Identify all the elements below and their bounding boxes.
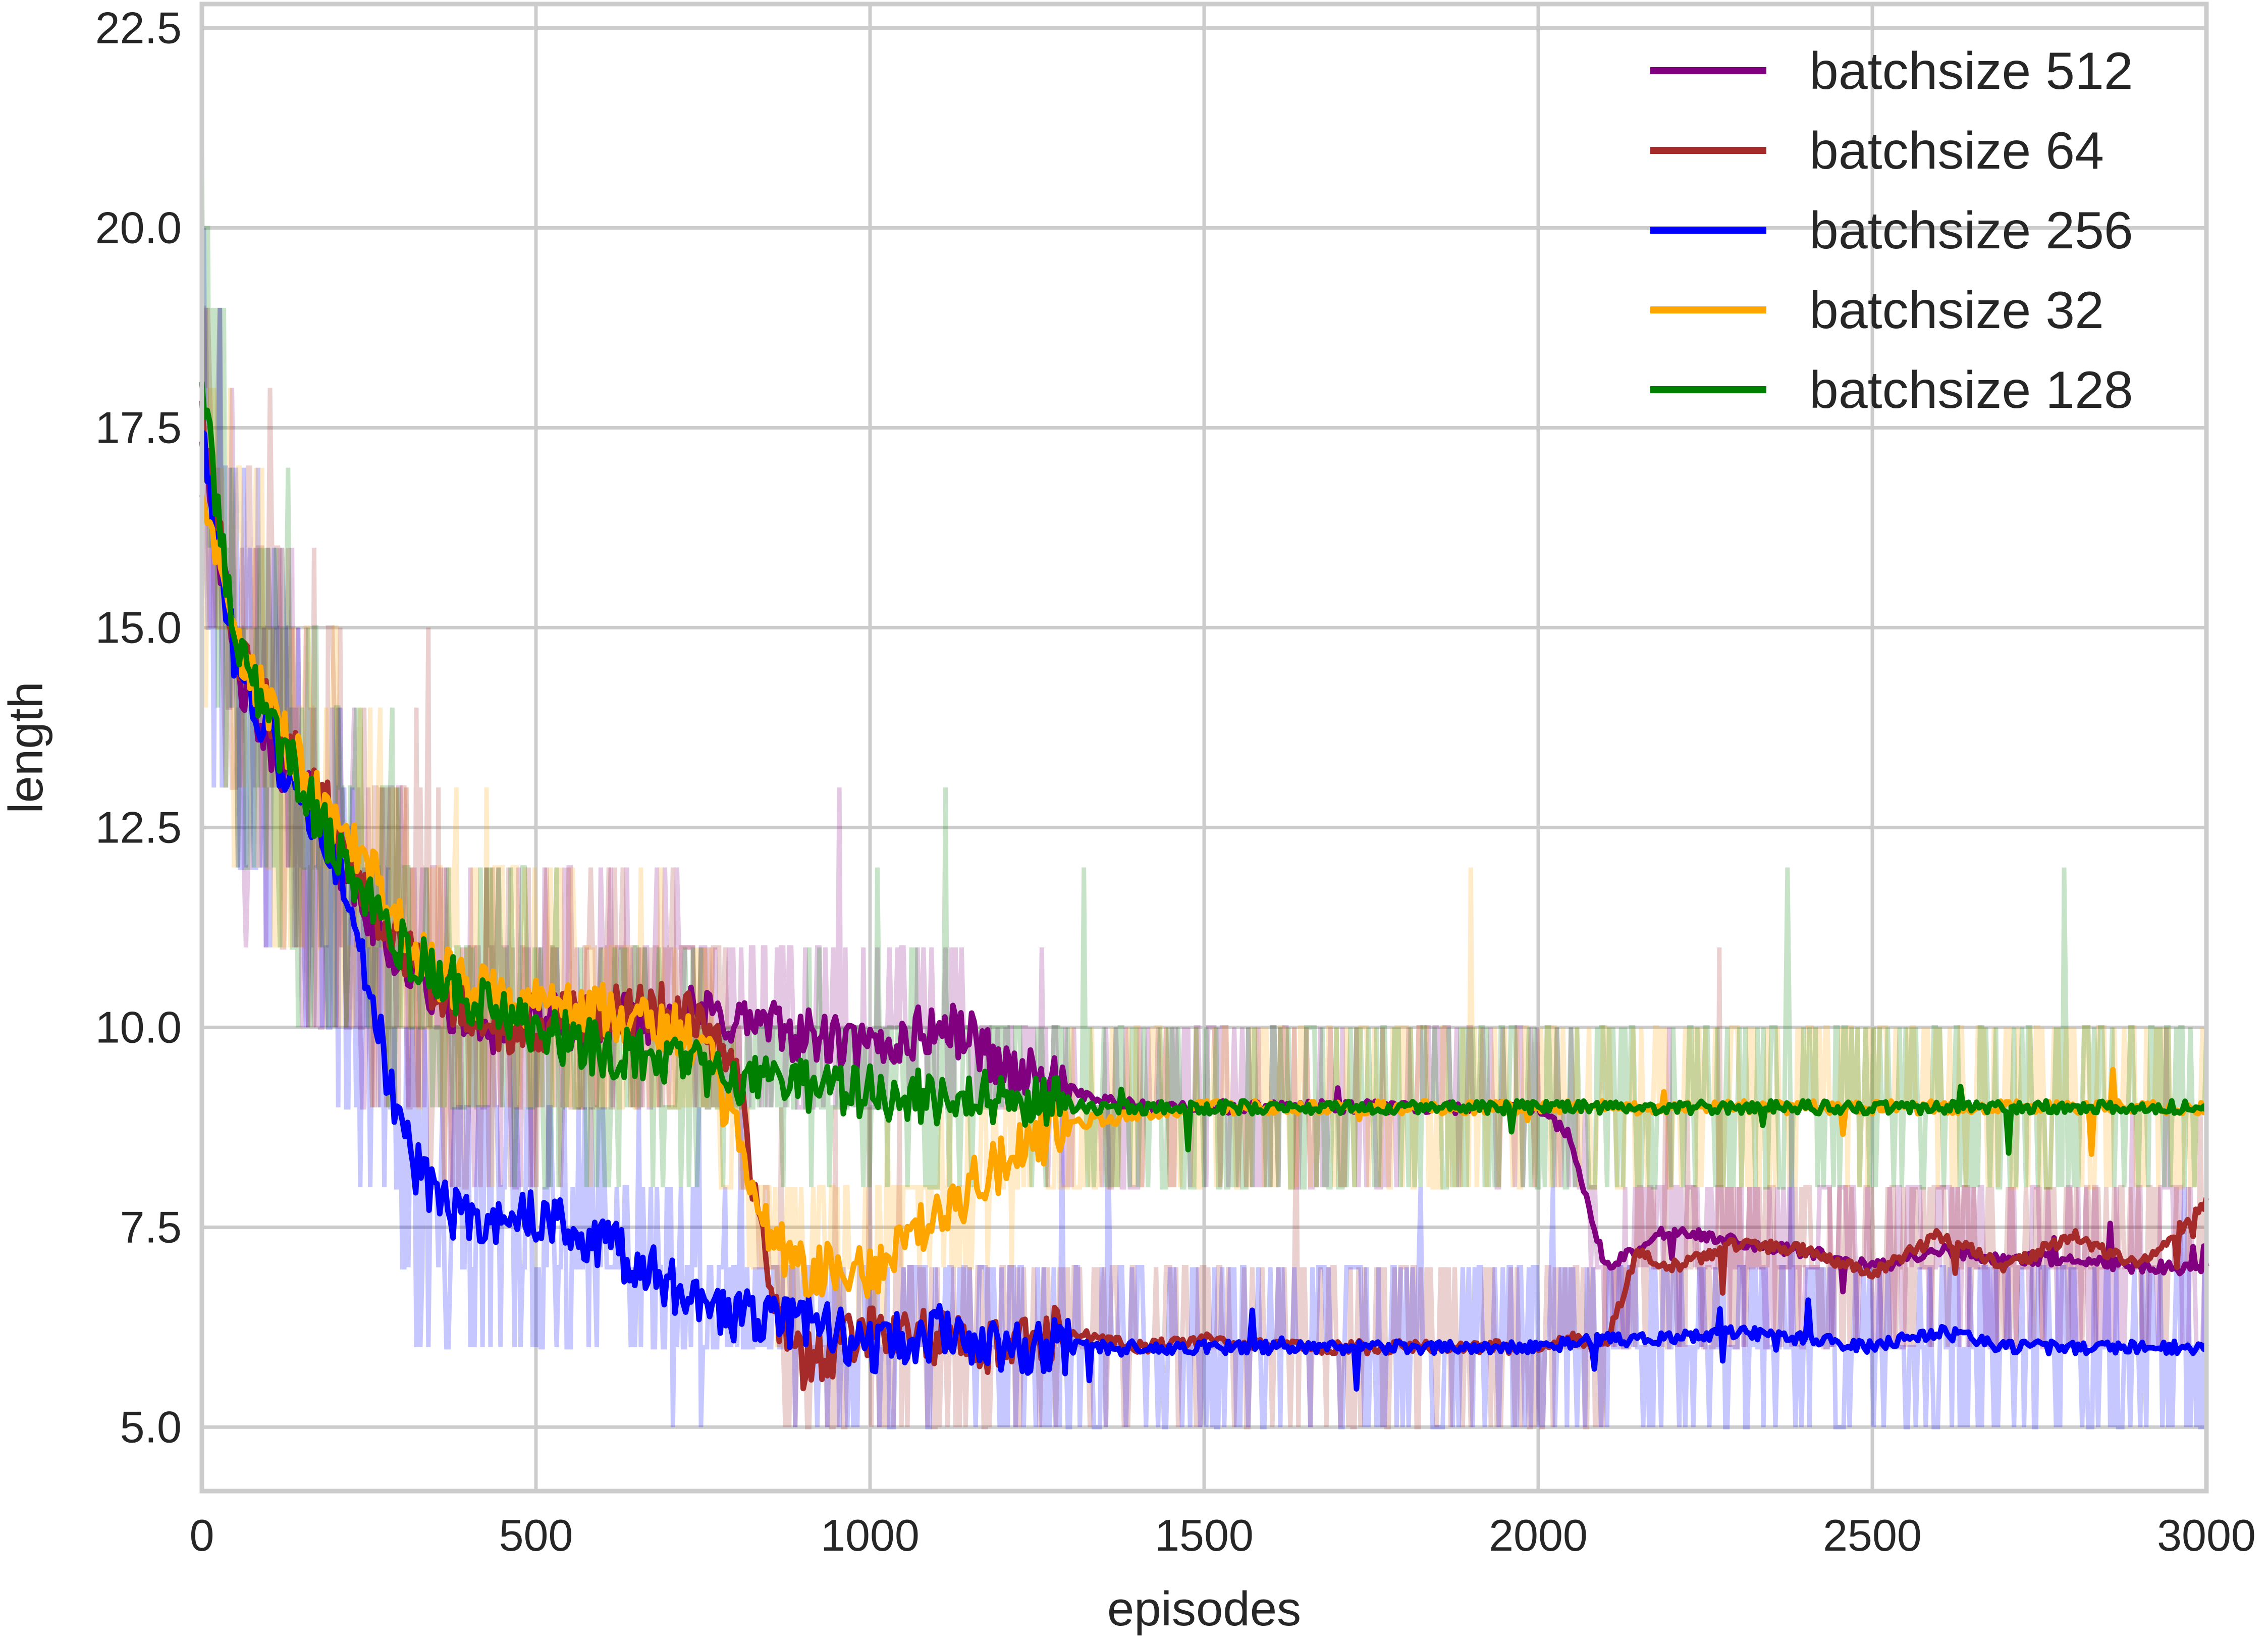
legend-label: batchsize 512 xyxy=(1809,42,2133,100)
y-tick-label: 17.5 xyxy=(95,402,182,452)
legend-label: batchsize 32 xyxy=(1809,281,2104,340)
x-tick-label: 500 xyxy=(499,1510,573,1560)
x-tick-label: 1000 xyxy=(821,1510,920,1560)
raw-trace-batchsize-64 xyxy=(201,305,2206,1429)
x-tick-label: 1500 xyxy=(1155,1510,1254,1560)
raw-trace-batchsize-128 xyxy=(199,148,2209,1190)
y-axis-label: length xyxy=(0,681,53,814)
y-tick-label: 10.0 xyxy=(95,1002,182,1052)
legend-label: batchsize 64 xyxy=(1809,122,2104,180)
series-line-batchsize-256 xyxy=(200,430,2209,1392)
legend-entry: batchsize 512 xyxy=(1650,42,2133,100)
y-tick-label: 22.5 xyxy=(95,3,182,53)
x-tick-label: 2500 xyxy=(1823,1510,1922,1560)
y-tick-label: 7.5 xyxy=(120,1202,182,1252)
axes xyxy=(199,2,2209,1494)
y-tick-label: 12.5 xyxy=(95,802,182,852)
grid xyxy=(200,4,2208,1491)
x-axis-label: episodes xyxy=(1107,1582,1301,1636)
legend-entry: batchsize 128 xyxy=(1650,361,2133,419)
series-lines xyxy=(199,382,2209,1392)
y-tick-label: 5.0 xyxy=(120,1402,182,1452)
legend: batchsize 512 batchsize 64 batchsize 256 ba… xyxy=(1650,42,2133,419)
legend-entry: batchsize 256 xyxy=(1650,201,2133,260)
plot-frame xyxy=(199,2,2209,1494)
x-tick-label: 0 xyxy=(190,1510,214,1560)
x-tick-label: 3000 xyxy=(2157,1510,2256,1560)
x-tick-label: 2000 xyxy=(1489,1510,1588,1560)
y-tick-label: 15.0 xyxy=(95,602,182,652)
legend-label: batchsize 128 xyxy=(1809,361,2133,419)
y-tick-label: 20.0 xyxy=(95,202,182,252)
series-line-batchsize-128 xyxy=(199,382,2209,1156)
legend-entry: batchsize 32 xyxy=(1650,281,2104,340)
tick-labels: 0 500 1000 1500 2000 2500 3000 5.0 7.5 10.0 12.5 15… xyxy=(95,3,2256,1560)
legend-entry: batchsize 64 xyxy=(1650,122,2104,180)
legend-label: batchsize 256 xyxy=(1809,201,2133,260)
